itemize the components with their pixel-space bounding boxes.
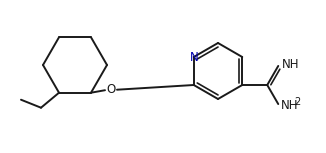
Text: N: N bbox=[189, 50, 198, 63]
Text: NH: NH bbox=[281, 99, 299, 112]
Text: NH: NH bbox=[282, 58, 300, 71]
Text: O: O bbox=[106, 83, 116, 96]
Text: 2: 2 bbox=[294, 97, 301, 107]
